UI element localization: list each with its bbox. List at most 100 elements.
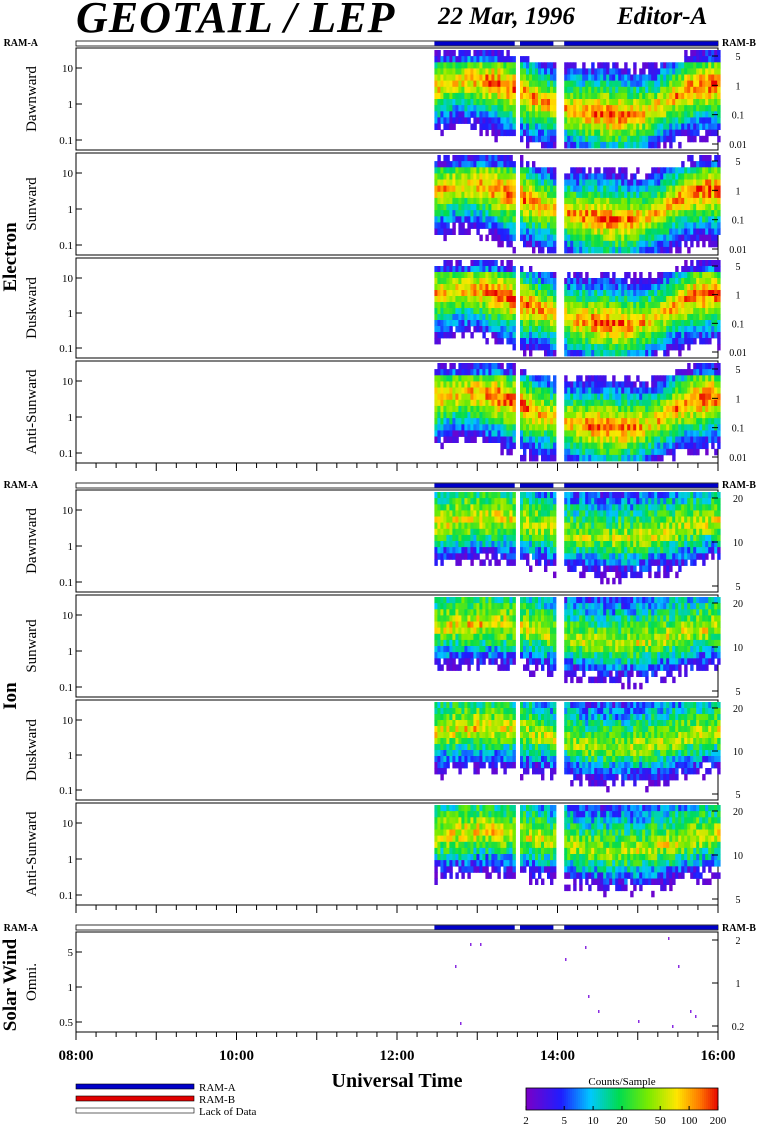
heatmap-cell [660, 123, 664, 130]
heatmap-cell [482, 167, 486, 174]
heatmap-cell [684, 418, 688, 425]
heatmap-cell [687, 173, 691, 180]
heatmap-cell [621, 314, 625, 321]
heatmap-cell [588, 418, 592, 425]
heatmap-cell [693, 191, 697, 199]
heatmap-cell [609, 399, 613, 407]
heatmap-cell [672, 326, 676, 333]
heatmap-cell [564, 185, 568, 193]
heatmap-cell [702, 123, 706, 130]
heatmap-cell [464, 393, 468, 401]
heatmap-cell [443, 284, 447, 291]
heatmap-cell [708, 105, 712, 112]
heatmap-cell [488, 308, 492, 315]
heatmap-cell [461, 363, 465, 370]
heatmap-cell [573, 436, 577, 443]
heatmap-cell [461, 56, 465, 63]
heatmap-cell [458, 284, 462, 291]
heatmap-cell [642, 68, 646, 75]
heatmap-cell [564, 387, 568, 394]
heatmap-cell [588, 424, 592, 431]
heatmap-cell [651, 344, 655, 351]
heatmap-cell [509, 314, 513, 321]
heatmap-cell [485, 210, 489, 217]
heatmap-cell [711, 405, 715, 413]
heatmap-cell [488, 191, 492, 199]
left-tick-label: 0.1 [59, 240, 73, 252]
heatmap-cell [440, 424, 444, 431]
heatmap-cell [606, 412, 610, 419]
heatmap-cell [567, 430, 571, 437]
heatmap-cell [690, 228, 694, 235]
heatmap-cell [645, 80, 649, 88]
heatmap-cell [624, 228, 628, 235]
heatmap-cell [660, 418, 664, 425]
heatmap-cell [618, 92, 622, 100]
heatmap-cell [654, 111, 658, 118]
heatmap-cell [440, 216, 444, 223]
heatmap-cell [443, 326, 447, 333]
heatmap-cell [461, 266, 465, 273]
heatmap-cell [509, 111, 513, 118]
heatmap-cell [684, 430, 688, 437]
heatmap-cell [491, 74, 495, 81]
heatmap-cell [660, 191, 664, 199]
heatmap-cell [526, 442, 530, 450]
heatmap-cell [585, 86, 589, 94]
heatmap-cell [636, 80, 640, 88]
heatmap-cell [550, 284, 554, 291]
heatmap-cell [576, 210, 580, 217]
heatmap-cell [446, 412, 450, 419]
heatmap-cell [470, 185, 474, 193]
heatmap-cell [479, 50, 483, 57]
heatmap-cell [687, 56, 691, 63]
heatmap-cell [603, 284, 607, 291]
heatmap-cell [654, 436, 658, 443]
heatmap-cell [684, 117, 688, 124]
heatmap-cell [681, 129, 685, 137]
heatmap-cell [467, 204, 471, 211]
heatmap-cell [467, 296, 471, 303]
heatmap-cell [529, 381, 533, 388]
heatmap-cell [564, 173, 568, 180]
heatmap-cell [591, 320, 595, 327]
heatmap-cell [464, 302, 468, 309]
heatmap-cell [434, 185, 438, 193]
heatmap-cell [702, 197, 706, 205]
heatmap-cell [663, 399, 667, 407]
heatmap-cell [633, 332, 637, 339]
heatmap-cell [627, 344, 631, 351]
heatmap-cell [690, 68, 694, 75]
heatmap-cell [675, 234, 679, 242]
heatmap-cell [669, 424, 673, 431]
heatmap-cell [609, 86, 613, 94]
heatmap-cell [648, 412, 652, 419]
heatmap-cell [491, 228, 495, 235]
heatmap-cell [666, 191, 670, 199]
heatmap-cell [509, 74, 513, 81]
heatmap-cell [636, 436, 640, 443]
heatmap-cell [582, 216, 586, 223]
heatmap-cell [621, 290, 625, 297]
heatmap-cell [585, 387, 589, 394]
heatmap-cell [509, 117, 513, 124]
heatmap-cell [675, 399, 679, 407]
heatmap-cell [609, 191, 613, 199]
heatmap-cell [618, 278, 622, 285]
heatmap-cell [612, 173, 616, 180]
heatmap-cell [479, 381, 483, 388]
heatmap-cell [564, 123, 568, 130]
heatmap-cell [494, 123, 498, 130]
heatmap-cell [660, 412, 664, 419]
heatmap-cell [627, 141, 631, 149]
heatmap-cell [681, 308, 685, 315]
heatmap-cell [651, 62, 655, 69]
heatmap-cell [624, 111, 628, 118]
heatmap-cell [651, 454, 655, 462]
heatmap-cell [532, 418, 536, 425]
heatmap-cell [681, 86, 685, 94]
heatmap-cell [585, 344, 589, 351]
heatmap-cell [591, 234, 595, 242]
heatmap-cell [591, 74, 595, 81]
heatmap-cell [663, 185, 667, 193]
